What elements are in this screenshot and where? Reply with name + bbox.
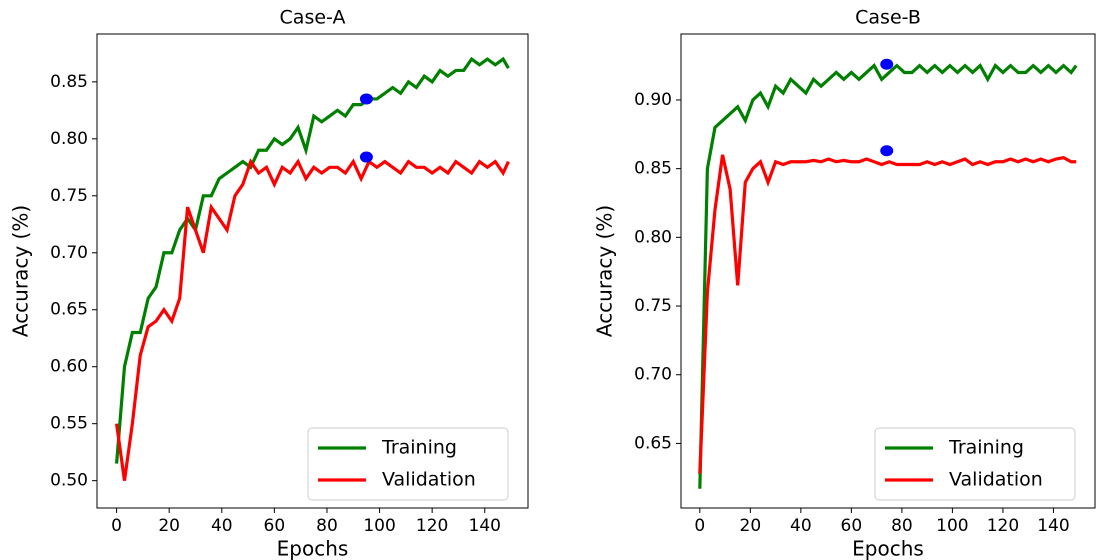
chart-title: Case-B: [855, 7, 921, 29]
y-tick-label: 0.70: [50, 243, 88, 263]
x-tick-label: 140: [469, 516, 501, 536]
y-tick-label: 0.70: [634, 365, 672, 385]
y-tick-label: 0.80: [50, 129, 88, 149]
x-tick-label: 120: [987, 516, 1019, 536]
chart-title: Case-A: [280, 7, 346, 29]
series-line: [698, 154, 1077, 474]
subplot: Case-B Epochs Accuracy (%) 0.65 0.70 0.75 0.80…: [593, 7, 1096, 560]
legend-label: Training: [948, 437, 1024, 459]
x-tick-label: 140: [1037, 516, 1069, 536]
marker-point: [880, 58, 894, 70]
x-axis-label: Epochs: [852, 537, 924, 560]
series-line: [115, 158, 510, 481]
subplot: Case-A Epochs Accuracy (%) 0.50 0.55 0.60 0.65…: [9, 7, 529, 560]
series-line: [698, 63, 1078, 489]
legend-box: [874, 427, 1076, 501]
x-tick-label: 20: [740, 516, 762, 536]
y-tick-label: 0.50: [50, 471, 88, 491]
x-tick-label: 40: [790, 516, 812, 536]
x-tick-label: 100: [363, 516, 395, 536]
legend-label: Validation: [382, 469, 476, 491]
y-tick-label: 0.80: [634, 227, 672, 247]
x-axis-label: Epochs: [277, 537, 349, 560]
y-tick-label: 0.55: [50, 414, 88, 434]
x-tick-label: 80: [316, 516, 338, 536]
x-tick-label: 0: [111, 516, 122, 536]
y-axis-label: Accuracy (%): [593, 205, 617, 337]
marker-point: [880, 145, 894, 157]
y-axis-label: Accuracy (%): [9, 205, 33, 337]
x-tick-label: 20: [158, 516, 180, 536]
x-tick-label: 120: [416, 516, 448, 536]
y-tick-label: 0.85: [50, 72, 88, 92]
marker-point: [359, 93, 373, 105]
axes-frame: [680, 33, 1096, 509]
marker-point: [359, 151, 373, 163]
y-tick-label: 0.65: [50, 300, 88, 320]
legend-label: Training: [381, 437, 457, 459]
legend-box: [307, 427, 509, 501]
x-tick-label: 60: [841, 516, 863, 536]
axes-frame: [96, 33, 529, 509]
x-tick-label: 60: [264, 516, 286, 536]
y-tick-label: 0.90: [634, 90, 672, 110]
x-tick-label: 100: [936, 516, 968, 536]
x-tick-label: 0: [694, 516, 705, 536]
y-tick-label: 0.75: [50, 186, 88, 206]
legend-label: Validation: [949, 469, 1043, 491]
y-tick-label: 0.75: [634, 296, 672, 316]
y-tick-label: 0.65: [634, 433, 672, 453]
series-line: [114, 56, 510, 464]
x-tick-label: 40: [211, 516, 233, 536]
y-tick-label: 0.85: [634, 159, 672, 179]
x-tick-label: 80: [891, 516, 913, 536]
y-tick-label: 0.60: [50, 357, 88, 377]
